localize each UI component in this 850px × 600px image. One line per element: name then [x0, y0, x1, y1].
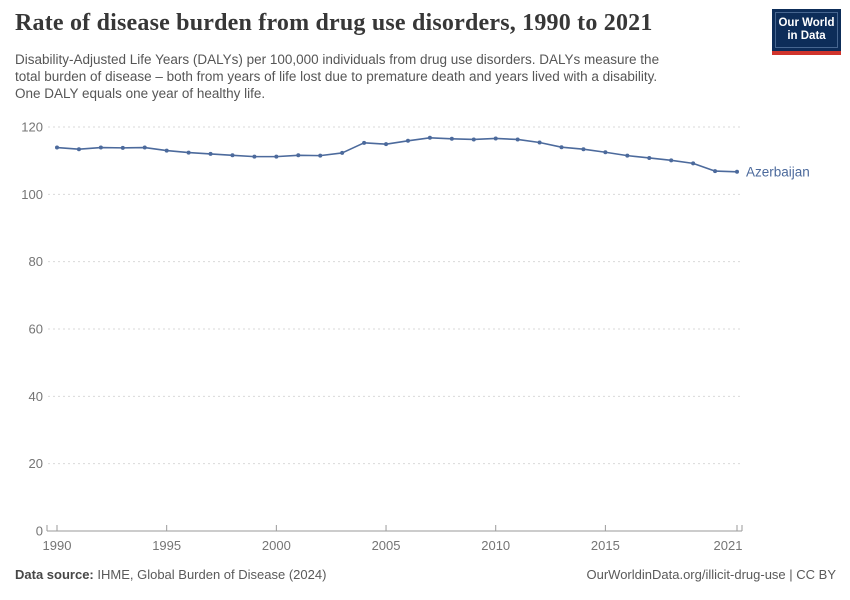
data-point — [713, 169, 718, 174]
data-point — [340, 150, 345, 155]
data-source-label: Data source: — [15, 567, 94, 582]
data-point — [142, 145, 147, 150]
data-point — [669, 158, 674, 163]
data-source-text: Data source: IHME, Global Burden of Dise… — [15, 567, 326, 582]
x-tick-label: 2000 — [262, 538, 291, 553]
data-point — [581, 147, 586, 152]
data-point — [230, 153, 235, 158]
data-point — [164, 148, 169, 153]
y-tick-label: 0 — [36, 524, 43, 539]
data-point — [735, 169, 739, 174]
data-point — [120, 145, 125, 150]
owid-logo[interactable]: Our World in Data — [772, 9, 841, 55]
y-tick-label: 100 — [21, 187, 43, 202]
data-point — [471, 137, 476, 142]
data-point — [559, 145, 564, 150]
data-point — [318, 153, 323, 158]
owid-logo-box: Our World in Data — [775, 12, 838, 48]
data-point — [252, 154, 257, 159]
y-tick-label: 120 — [21, 120, 43, 135]
data-point — [515, 137, 520, 142]
data-point — [493, 136, 498, 141]
data-point — [274, 154, 279, 159]
data-point — [625, 153, 630, 158]
y-tick-label: 80 — [29, 254, 43, 269]
data-point — [449, 136, 454, 141]
entity-label: Azerbaijan — [746, 164, 810, 179]
y-tick-label: 20 — [29, 456, 43, 471]
data-source-value: IHME, Global Burden of Disease (2024) — [93, 567, 327, 582]
owid-logo-accent — [772, 51, 841, 55]
data-point — [537, 140, 542, 145]
x-tick-label: 2005 — [372, 538, 401, 553]
data-point — [691, 161, 696, 166]
owid-logo-line1: Our World — [778, 17, 835, 29]
chart-subtitle: Disability-Adjusted Life Years (DALYs) p… — [15, 52, 660, 101]
data-point — [76, 147, 81, 152]
data-point — [384, 142, 389, 147]
data-point — [296, 153, 301, 158]
x-tick-label: 1995 — [152, 538, 181, 553]
data-point — [208, 151, 213, 156]
page-title: Rate of disease burden from drug use dis… — [15, 10, 653, 36]
data-point — [98, 145, 103, 150]
data-point — [603, 150, 608, 155]
data-point — [362, 140, 367, 145]
x-tick-label: 2010 — [481, 538, 510, 553]
data-point — [55, 145, 59, 150]
y-tick-label: 40 — [29, 389, 43, 404]
azerbaijan-line — [56, 136, 738, 173]
x-tick-label: 2015 — [591, 538, 620, 553]
owid-logo-line2: in Data — [787, 30, 826, 42]
data-point — [647, 155, 652, 160]
x-tick-label: 1990 — [43, 538, 72, 553]
y-tick-label: 60 — [29, 322, 43, 337]
chart-footer: Data source: IHME, Global Burden of Dise… — [15, 567, 836, 582]
data-point — [427, 135, 432, 140]
credit-link[interactable]: OurWorldinData.org/illicit-drug-use | CC… — [586, 567, 837, 582]
data-point — [405, 138, 410, 143]
data-point — [186, 150, 191, 155]
x-tick-label: 2021 — [714, 538, 743, 553]
